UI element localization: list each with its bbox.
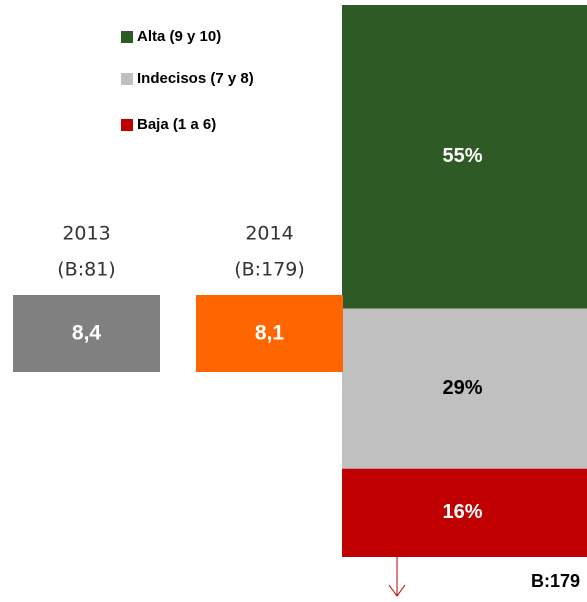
legend-swatch — [121, 31, 133, 43]
score-base: (B:179) — [234, 259, 305, 281]
data-label: 29% — [442, 377, 482, 399]
score-box — [13, 295, 160, 372]
legend-label: Indecisos (7 y 8) — [137, 70, 254, 87]
score-box — [196, 295, 343, 372]
score-year: 2014 — [245, 223, 293, 245]
bar-segment — [342, 308, 587, 469]
legend-swatch — [121, 73, 133, 85]
score-year: 2013 — [62, 223, 110, 245]
score-base: (B:81) — [57, 259, 115, 281]
arrow-head — [388, 584, 406, 597]
score-value: 8,4 — [72, 322, 102, 345]
bar-segment — [342, 468, 587, 557]
bar-segment — [342, 5, 587, 309]
legend-label: Baja (1 a 6) — [137, 116, 216, 133]
legend-label: Alta (9 y 10) — [137, 28, 221, 45]
legend-swatch — [121, 119, 133, 131]
data-label: 55% — [442, 145, 482, 167]
data-label: 16% — [442, 501, 482, 523]
base-label: B:179 — [531, 571, 580, 591]
score-value: 8,1 — [255, 322, 285, 345]
